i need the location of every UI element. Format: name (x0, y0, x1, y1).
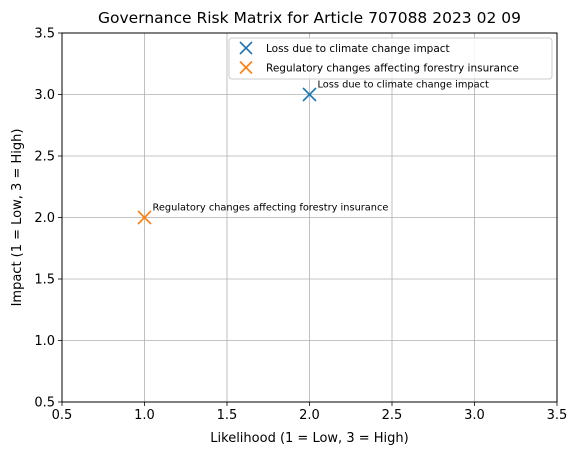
x-tick-label: 2.0 (299, 408, 320, 423)
x-axis-label: Likelihood (1 = Low, 3 = High) (210, 431, 408, 446)
y-tick-label: 2.0 (34, 211, 55, 226)
x-tick-label: 2.5 (382, 408, 403, 423)
legend-x-marker-icon (239, 41, 253, 55)
y-tick-label: 2.5 (34, 150, 55, 165)
legend-item: Regulatory changes affecting forestry in… (239, 60, 519, 75)
y-tick-label: 0.5 (34, 396, 55, 411)
data-point-x-marker (137, 210, 152, 225)
x-tick-label: 3.0 (464, 408, 485, 423)
axis-ticks: 0.5 1.0 1.5 2.0 2.5 3.0 3.5 0.5 1.0 1.5 2.0 2.5 3.0 3… (34, 27, 567, 424)
y-tick-label: 3.0 (34, 88, 55, 103)
point-annotations: Loss due to climate change impact Regulat… (153, 80, 490, 214)
point-annotation: Regulatory changes affecting forestry in… (153, 203, 389, 214)
legend: Loss due to climate change impact Regulat… (228, 37, 553, 80)
chart-title: Governance Risk Matrix for Article 70708… (98, 9, 521, 27)
legend-x-marker-icon (239, 60, 253, 75)
y-tick-label: 1.5 (34, 273, 55, 288)
x-tick-label: 0.5 (52, 408, 73, 423)
legend-box (228, 37, 553, 80)
data-points (137, 87, 317, 225)
legend-item: Loss due to climate change impact (239, 41, 450, 55)
point-annotation: Loss due to climate change impact (318, 80, 490, 91)
legend-label: Regulatory changes affecting forestry in… (266, 63, 519, 75)
x-tick-label: 1.0 (134, 408, 155, 423)
y-tick-label: 3.5 (34, 27, 55, 42)
data-point-x-marker (302, 87, 317, 102)
x-tick-label: 1.5 (217, 408, 238, 423)
y-tick-label: 1.0 (34, 334, 55, 349)
x-tick-label: 3.5 (547, 408, 568, 423)
legend-label: Loss due to climate change impact (266, 43, 450, 55)
y-axis-label: Impact (1 = Low, 3 = High) (10, 129, 25, 307)
